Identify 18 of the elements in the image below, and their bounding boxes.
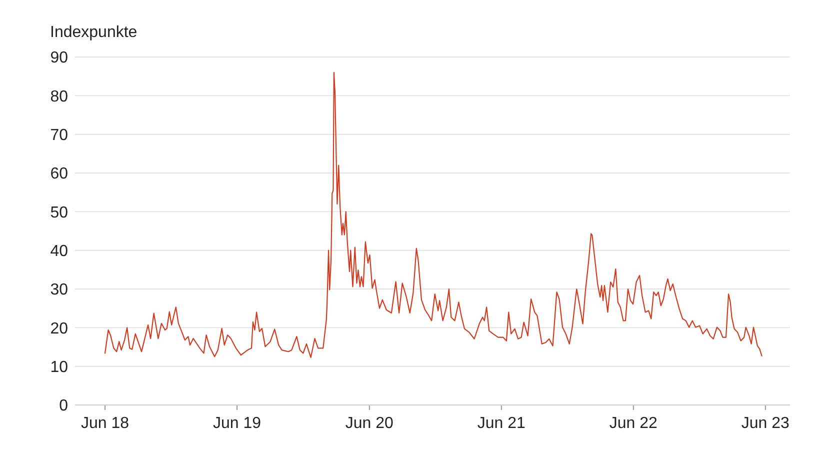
x-tick-label: Jun 18 (80, 415, 130, 432)
x-tick-label: Jun 20 (345, 415, 394, 432)
y-tick-label: 50 (50, 204, 68, 222)
y-tick-label: 40 (50, 242, 68, 260)
y-tick-label: 60 (50, 166, 68, 183)
y-tick-label: 90 (50, 50, 68, 67)
y-tick-label: 0 (59, 398, 68, 415)
y-tick-label: 80 (50, 88, 68, 106)
y-tick-label: 10 (50, 358, 68, 376)
line-series (104, 72, 762, 358)
x-tick-label: Jun 22 (609, 415, 658, 432)
y-tick-label: 70 (50, 126, 68, 144)
y-axis-title: Indexpunkte (50, 24, 138, 41)
x-tick-label: Jun 21 (477, 415, 526, 432)
y-tick-label: 30 (50, 282, 68, 299)
x-tick-label: Jun 23 (741, 415, 790, 432)
y-tick-label: 20 (50, 320, 68, 338)
x-tick-label: Jun 19 (213, 415, 262, 432)
